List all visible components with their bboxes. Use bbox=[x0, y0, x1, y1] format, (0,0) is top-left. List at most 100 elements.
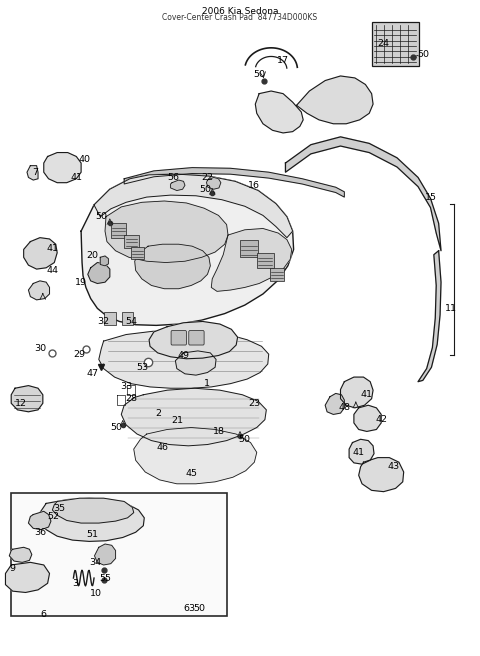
Polygon shape bbox=[99, 331, 269, 388]
Text: 56: 56 bbox=[167, 173, 179, 182]
Polygon shape bbox=[255, 91, 303, 133]
Polygon shape bbox=[28, 511, 51, 529]
Text: 32: 32 bbox=[97, 317, 109, 326]
Text: 41: 41 bbox=[361, 390, 373, 400]
Text: 2: 2 bbox=[156, 409, 162, 418]
Bar bbox=[240, 240, 258, 257]
Bar bbox=[372, 22, 419, 66]
Text: 36: 36 bbox=[34, 527, 46, 537]
Text: 34: 34 bbox=[89, 558, 102, 567]
Text: 50: 50 bbox=[193, 604, 205, 613]
Polygon shape bbox=[94, 174, 293, 237]
Polygon shape bbox=[149, 321, 238, 359]
Text: 24: 24 bbox=[378, 39, 390, 48]
Bar bbox=[270, 268, 284, 281]
Text: 1: 1 bbox=[204, 379, 209, 388]
Polygon shape bbox=[81, 174, 294, 325]
Text: 47: 47 bbox=[86, 369, 98, 379]
Text: 35: 35 bbox=[53, 504, 65, 512]
Polygon shape bbox=[135, 244, 210, 289]
Text: 21: 21 bbox=[171, 417, 183, 426]
Text: 50: 50 bbox=[110, 423, 122, 432]
Text: 45: 45 bbox=[185, 469, 197, 478]
Text: 41: 41 bbox=[70, 173, 82, 182]
Text: 33: 33 bbox=[120, 382, 132, 392]
Polygon shape bbox=[121, 388, 266, 446]
Text: 9: 9 bbox=[10, 564, 16, 573]
Polygon shape bbox=[418, 251, 441, 382]
Polygon shape bbox=[24, 237, 57, 269]
Text: 6: 6 bbox=[41, 610, 47, 619]
Text: 63: 63 bbox=[184, 604, 196, 613]
Polygon shape bbox=[124, 168, 344, 197]
Text: 50: 50 bbox=[417, 50, 429, 59]
Text: 52: 52 bbox=[48, 512, 60, 521]
Bar bbox=[131, 247, 144, 259]
Text: 15: 15 bbox=[424, 193, 436, 201]
Text: 12: 12 bbox=[15, 399, 27, 408]
Text: 51: 51 bbox=[86, 529, 98, 539]
Text: 48: 48 bbox=[338, 403, 350, 413]
Bar bbox=[11, 493, 227, 616]
Bar bbox=[257, 253, 274, 268]
Text: 53: 53 bbox=[136, 363, 148, 372]
Polygon shape bbox=[325, 394, 344, 415]
Text: 20: 20 bbox=[86, 251, 98, 260]
Text: 55: 55 bbox=[99, 573, 111, 583]
Polygon shape bbox=[297, 76, 373, 124]
Text: 2006 Kia Sedona: 2006 Kia Sedona bbox=[202, 7, 278, 16]
Polygon shape bbox=[175, 351, 216, 375]
Polygon shape bbox=[95, 544, 116, 565]
Text: 22: 22 bbox=[202, 173, 214, 182]
Text: 23: 23 bbox=[248, 399, 261, 408]
Text: 41: 41 bbox=[353, 448, 365, 457]
Polygon shape bbox=[206, 177, 221, 189]
Text: 11: 11 bbox=[444, 304, 456, 313]
Polygon shape bbox=[105, 201, 228, 262]
Text: 42: 42 bbox=[375, 415, 387, 424]
Text: 10: 10 bbox=[90, 588, 102, 598]
Polygon shape bbox=[11, 386, 43, 412]
Polygon shape bbox=[40, 498, 144, 541]
FancyBboxPatch shape bbox=[171, 331, 186, 345]
Polygon shape bbox=[354, 405, 381, 432]
Text: 54: 54 bbox=[125, 317, 137, 326]
Text: 30: 30 bbox=[34, 344, 46, 354]
Polygon shape bbox=[88, 262, 110, 283]
Text: 50: 50 bbox=[200, 185, 212, 194]
Text: 46: 46 bbox=[156, 443, 168, 451]
Bar bbox=[124, 235, 139, 248]
Bar bbox=[122, 312, 133, 325]
Text: 44: 44 bbox=[47, 266, 59, 275]
Polygon shape bbox=[359, 458, 404, 491]
Text: 19: 19 bbox=[75, 277, 87, 287]
Polygon shape bbox=[28, 281, 49, 300]
Bar bbox=[104, 312, 116, 325]
Polygon shape bbox=[52, 498, 134, 523]
Polygon shape bbox=[9, 547, 32, 562]
Text: 43: 43 bbox=[387, 462, 399, 471]
Bar bbox=[111, 223, 126, 237]
FancyBboxPatch shape bbox=[189, 331, 204, 345]
Polygon shape bbox=[286, 137, 441, 251]
Polygon shape bbox=[5, 562, 49, 592]
Text: 40: 40 bbox=[78, 155, 90, 163]
Polygon shape bbox=[349, 440, 374, 464]
Text: 18: 18 bbox=[213, 427, 225, 436]
Text: 28: 28 bbox=[125, 394, 137, 403]
Polygon shape bbox=[44, 153, 81, 182]
Polygon shape bbox=[134, 428, 257, 483]
Polygon shape bbox=[27, 166, 38, 180]
Polygon shape bbox=[340, 377, 373, 408]
Text: Cover-Center Crash Pad  847734D000KS: Cover-Center Crash Pad 847734D000KS bbox=[162, 12, 318, 22]
Text: 50: 50 bbox=[238, 435, 250, 443]
Text: 17: 17 bbox=[277, 56, 289, 66]
Text: 50: 50 bbox=[95, 213, 107, 221]
Polygon shape bbox=[211, 228, 292, 291]
Text: 41: 41 bbox=[47, 243, 59, 253]
Text: 29: 29 bbox=[73, 350, 85, 359]
Text: 16: 16 bbox=[248, 181, 260, 190]
Polygon shape bbox=[170, 180, 185, 190]
Text: 49: 49 bbox=[178, 351, 190, 360]
Polygon shape bbox=[100, 256, 108, 266]
